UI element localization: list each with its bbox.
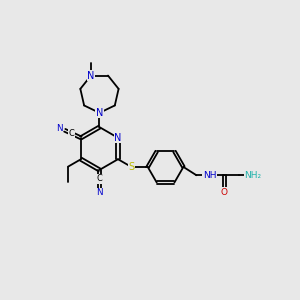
Text: S: S: [128, 162, 134, 172]
Text: C: C: [68, 129, 74, 138]
Text: C: C: [97, 174, 102, 183]
Text: N: N: [114, 133, 122, 143]
Text: O: O: [221, 188, 228, 197]
Text: N: N: [96, 108, 103, 118]
Text: N: N: [56, 124, 63, 133]
Text: N: N: [87, 70, 94, 81]
Text: N: N: [96, 188, 103, 197]
Text: NH: NH: [203, 171, 216, 180]
Text: NH₂: NH₂: [244, 171, 262, 180]
